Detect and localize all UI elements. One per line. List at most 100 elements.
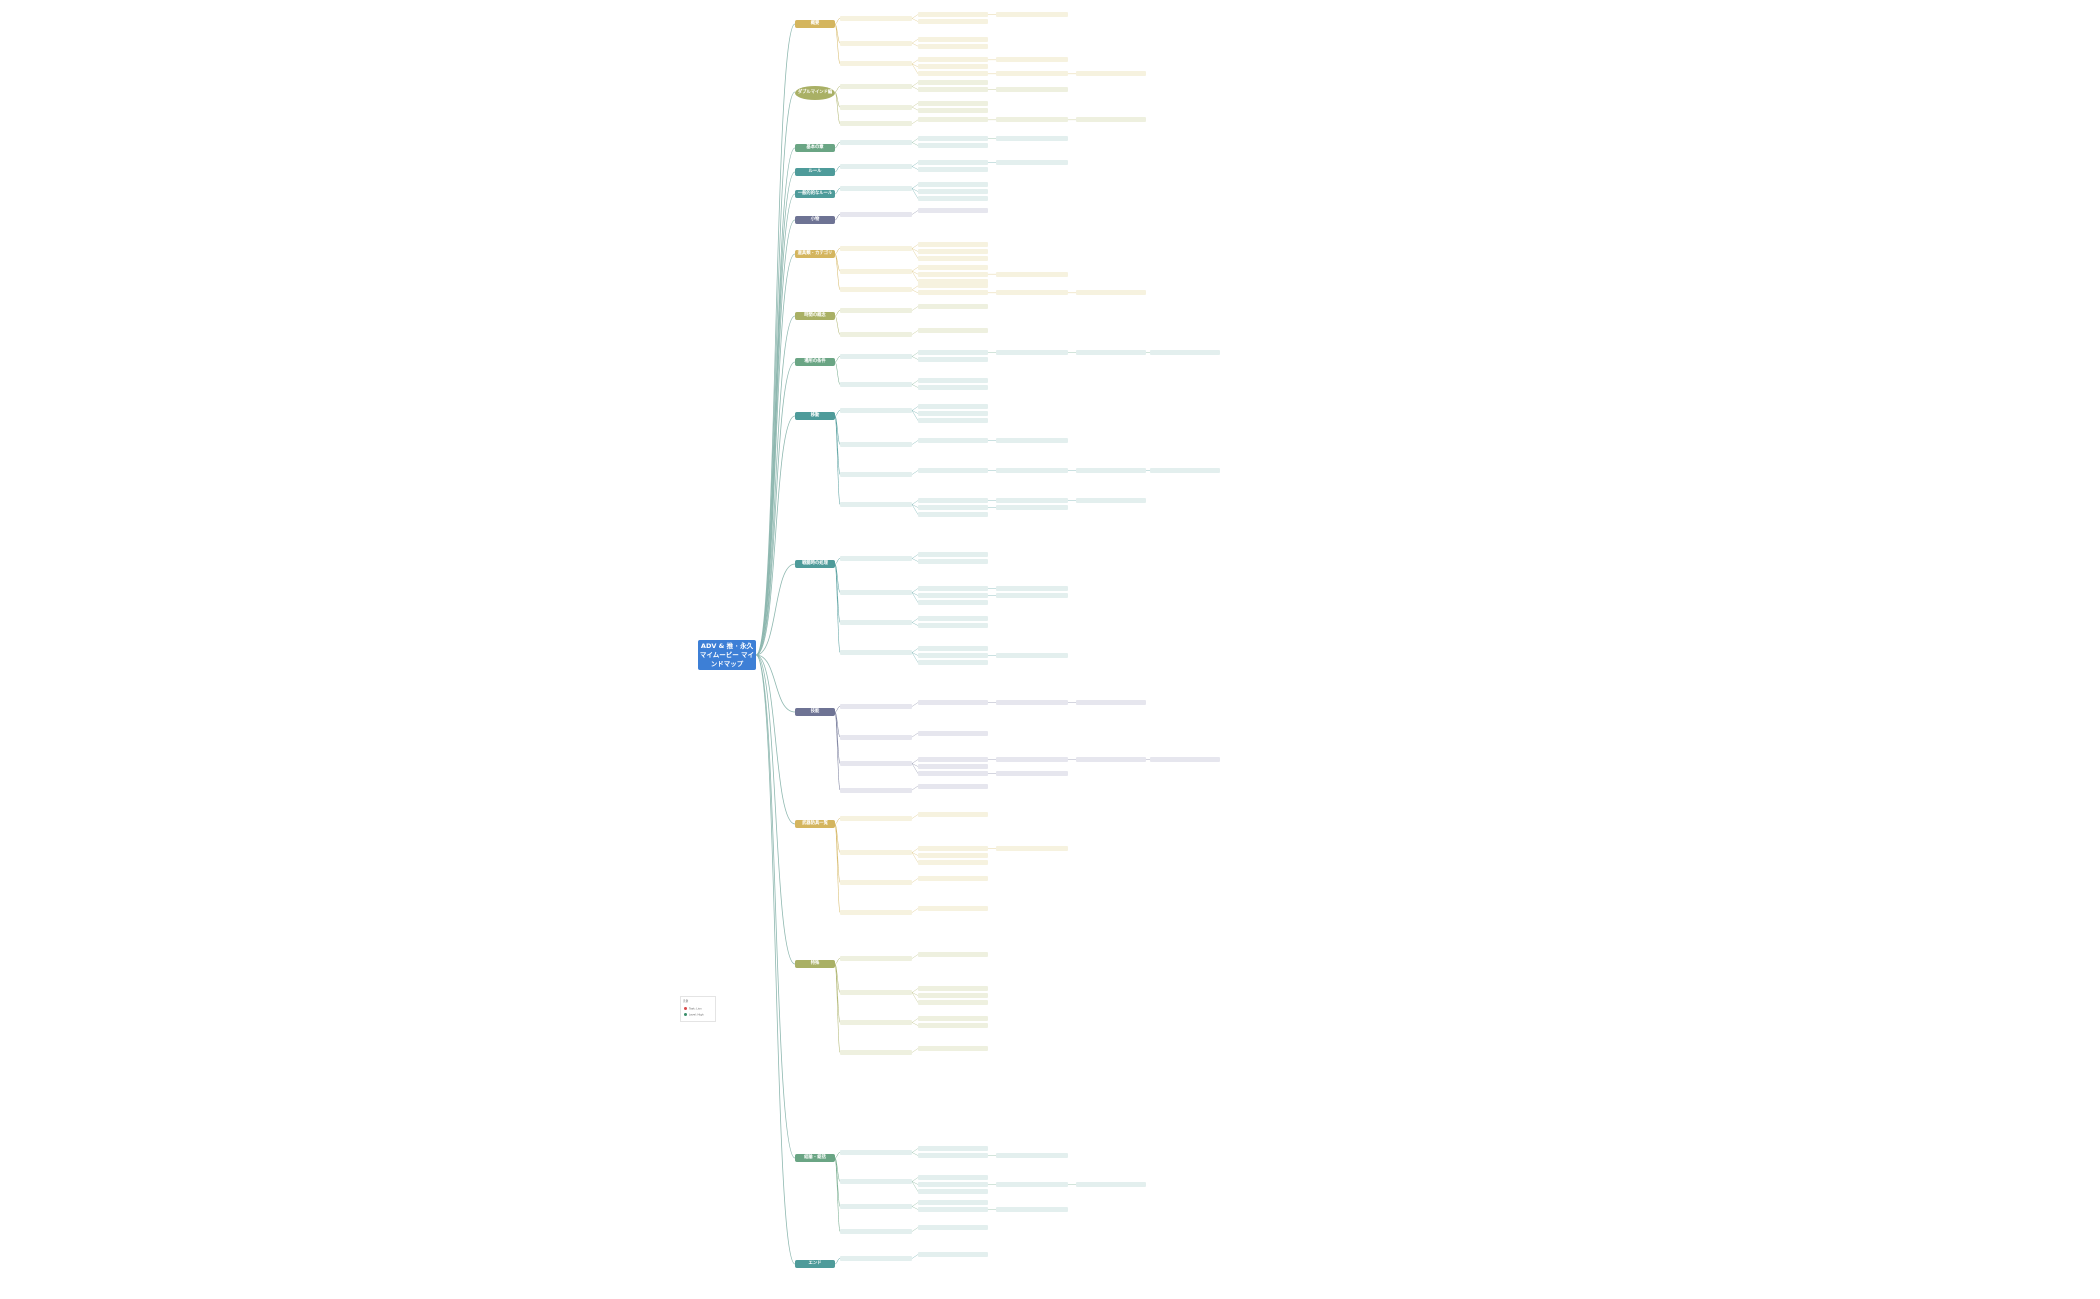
level2-node[interactable] [840, 472, 912, 477]
level5-node[interactable] [1076, 71, 1146, 77]
branch-node[interactable]: 結論 · 総括 [795, 1154, 835, 1162]
level4-node[interactable] [996, 12, 1068, 17]
branch-node[interactable]: 武器防具一覧 [795, 820, 835, 828]
level3-node[interactable] [918, 986, 988, 991]
level2-node[interactable] [840, 332, 912, 337]
level3-node[interactable] [918, 278, 988, 284]
level2-node[interactable] [840, 502, 912, 507]
level4-node[interactable] [996, 271, 1068, 277]
level3-node[interactable] [918, 283, 988, 289]
level3-node[interactable] [918, 1000, 988, 1005]
level3-node[interactable] [918, 350, 988, 355]
level4-node[interactable] [996, 350, 1068, 355]
level5-node[interactable] [1076, 468, 1146, 473]
level3-node[interactable] [918, 1146, 988, 1151]
level3-node[interactable] [918, 730, 988, 736]
level4-node[interactable] [996, 87, 1068, 92]
level3-node[interactable] [918, 117, 988, 123]
level4-node[interactable] [996, 1207, 1068, 1212]
level5-node[interactable] [1076, 700, 1146, 705]
level3-node[interactable] [918, 1153, 988, 1158]
level4-node[interactable] [996, 846, 1068, 851]
level3-node[interactable] [918, 552, 988, 557]
level2-node[interactable] [840, 556, 912, 561]
level3-node[interactable] [918, 143, 988, 148]
level2-node[interactable] [840, 910, 912, 915]
level4-node[interactable] [996, 498, 1068, 503]
level2-node[interactable] [840, 990, 912, 995]
branch-node[interactable]: 道具類 · カテゴリ [795, 250, 835, 258]
level2-node[interactable] [840, 186, 912, 191]
level4-node[interactable] [996, 505, 1068, 510]
level6-node[interactable] [1150, 468, 1220, 473]
level3-node[interactable] [918, 505, 988, 510]
level3-node[interactable] [918, 196, 988, 201]
level4-node[interactable] [996, 57, 1068, 63]
level2-node[interactable] [840, 787, 912, 793]
level6-node[interactable] [1150, 350, 1220, 355]
level2-node[interactable] [840, 1150, 912, 1155]
level3-node[interactable] [918, 646, 988, 651]
level3-node[interactable] [918, 860, 988, 865]
level3-node[interactable] [918, 876, 988, 881]
level2-node[interactable] [840, 704, 912, 709]
level2-node[interactable] [840, 1256, 912, 1261]
level3-node[interactable] [918, 304, 988, 309]
level3-node[interactable] [918, 812, 988, 817]
level3-node[interactable] [918, 160, 988, 165]
level3-node[interactable] [918, 1175, 988, 1180]
branch-node[interactable]: 場所の条件 [795, 358, 835, 366]
level3-node[interactable] [918, 952, 988, 957]
level2-node[interactable] [840, 442, 912, 447]
level3-node[interactable] [918, 418, 988, 423]
level3-node[interactable] [918, 764, 988, 769]
level3-node[interactable] [918, 167, 988, 172]
level2-node[interactable] [840, 212, 912, 217]
level4-node[interactable] [996, 586, 1068, 591]
level2-node[interactable] [840, 354, 912, 359]
level4-node[interactable] [996, 438, 1068, 443]
level3-node[interactable] [918, 1189, 988, 1194]
level2-node[interactable] [840, 40, 912, 46]
level3-node[interactable] [918, 64, 988, 70]
level3-node[interactable] [918, 700, 988, 705]
level3-node[interactable] [918, 757, 988, 762]
level2-node[interactable] [840, 650, 912, 655]
level2-node[interactable] [840, 287, 912, 293]
branch-node[interactable]: エンド [795, 1260, 835, 1268]
branch-node[interactable]: 特殊 [795, 960, 835, 968]
branch-node[interactable]: ルール [795, 168, 835, 176]
level6-node[interactable] [1150, 757, 1220, 762]
level3-node[interactable] [918, 593, 988, 598]
level3-node[interactable] [918, 1016, 988, 1021]
level3-node[interactable] [918, 1225, 988, 1230]
level3-node[interactable] [918, 189, 988, 194]
level3-node[interactable] [918, 1200, 988, 1205]
branch-node[interactable]: 概要 [795, 20, 835, 28]
level2-node[interactable] [840, 850, 912, 855]
level5-node[interactable] [1076, 757, 1146, 762]
level3-node[interactable] [918, 498, 988, 503]
level3-node[interactable] [918, 19, 988, 24]
level3-node[interactable] [918, 1252, 988, 1257]
level4-node[interactable] [996, 700, 1068, 705]
level3-node[interactable] [918, 43, 988, 49]
level3-node[interactable] [918, 846, 988, 851]
level2-node[interactable] [840, 246, 912, 251]
level2-node[interactable] [840, 308, 912, 313]
level3-node[interactable] [918, 559, 988, 564]
branch-node[interactable]: 基本の章 [795, 144, 835, 152]
level2-node[interactable] [840, 590, 912, 595]
level3-node[interactable] [918, 264, 988, 270]
level3-node[interactable] [918, 783, 988, 789]
level3-node[interactable] [918, 1182, 988, 1187]
level2-node[interactable] [840, 268, 912, 274]
branch-node[interactable]: 一般的的なルール [795, 190, 835, 198]
root-node[interactable]: ADV & 推 · 永久 マイムービー マインドマップ [698, 640, 756, 670]
level3-node[interactable] [918, 993, 988, 998]
level3-node[interactable] [918, 71, 988, 77]
level4-node[interactable] [996, 757, 1068, 762]
level5-node[interactable] [1076, 290, 1146, 296]
level3-node[interactable] [918, 249, 988, 254]
level2-node[interactable] [840, 761, 912, 766]
